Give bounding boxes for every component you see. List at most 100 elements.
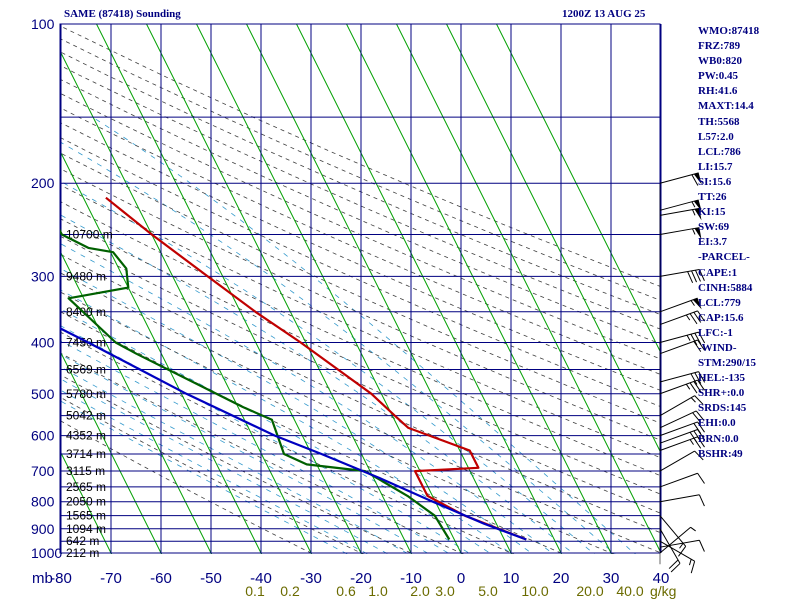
- sounding-index-entry: TH:5568: [698, 115, 740, 128]
- sounding-index-entry: -WIND-: [698, 341, 737, 354]
- temperature-tick-label: 20: [553, 570, 570, 587]
- mixing-ratio-tick-label: 0.1: [245, 583, 265, 599]
- temperature-tick-label: -10: [400, 570, 422, 587]
- pressure-label: 500: [31, 386, 55, 402]
- sounding-index-entry: SI:15.6: [698, 175, 732, 188]
- wind-barb: [659, 450, 704, 472]
- dry-adiabat-line: [60, 218, 660, 495]
- height-label: 10700 m: [66, 228, 113, 242]
- wind-barb: [659, 539, 705, 552]
- height-label: 3714 m: [66, 447, 106, 461]
- dry-adiabat-line: [60, 25, 660, 287]
- moist-adiabat-line: [92, 116, 636, 554]
- wind-barb: [659, 436, 705, 451]
- temperature-tick-label: -60: [150, 570, 172, 587]
- mixing-ratio-unit-label: g/kg: [650, 583, 676, 599]
- dry-adiabat-line: [60, 235, 660, 514]
- sounding-index-entry: CAPE:1: [698, 266, 738, 279]
- height-label: 1094 m: [66, 522, 106, 536]
- sounding-index-entry: HEL:-135: [698, 372, 746, 385]
- mixing-ratio-tick-label: 2.0: [410, 583, 430, 599]
- sounding-index-entry: LFC:-1: [698, 326, 733, 339]
- parcel-trace: [60, 326, 527, 541]
- mixing-ratio-tick-label: 1.0: [368, 583, 388, 599]
- dry-adiabat-line: [60, 51, 660, 315]
- sounding-index-entry: TT:26: [698, 191, 727, 204]
- isotherm-line: [60, 249, 213, 554]
- pressure-label: 200: [31, 175, 55, 191]
- sounding-index-entry: -PARCEL-: [698, 251, 750, 264]
- dry-adiabat-line: [60, 291, 615, 554]
- moist-adiabat-line: [60, 366, 410, 554]
- pressure-label: 1000: [31, 545, 62, 561]
- temperature-tick-label: 10: [503, 570, 520, 587]
- height-label: 1565 m: [66, 509, 106, 523]
- dry-adiabat-line: [60, 352, 465, 554]
- temperature-tick-label: -20: [350, 570, 372, 587]
- dry-adiabats: [60, 25, 660, 554]
- sounding-index-entry: LI:15.7: [698, 160, 733, 173]
- wind-barbs: [659, 172, 706, 574]
- height-label: 642 m: [66, 534, 99, 548]
- sounding-index-entry: STM:290/15: [698, 357, 757, 370]
- temperature-trace: [105, 196, 527, 541]
- height-label: 2565 m: [66, 480, 106, 494]
- dry-adiabat-line: [60, 152, 660, 424]
- sounding-index-entry: SRDS:145: [698, 402, 747, 415]
- dry-adiabat-line: [60, 184, 660, 458]
- sounding-index-entry: CAP:15.6: [698, 311, 744, 324]
- isotherms: [60, 24, 660, 554]
- temperature-tick-label: 0: [457, 570, 465, 587]
- wind-barb: [659, 339, 705, 355]
- height-label: 2050 m: [66, 495, 106, 509]
- dry-adiabat-line: [60, 168, 660, 441]
- wind-barb: [659, 199, 702, 212]
- temperature-tick-label: 30: [603, 570, 620, 587]
- mixing-ratio-tick-label: 0.2: [280, 583, 300, 599]
- isotherm-line: [60, 549, 63, 554]
- pressure-labels: 100 200 300 400 500 600 700 800 900 1000: [31, 16, 62, 561]
- dry-adiabat-line: [60, 396, 364, 554]
- sounding-index-entry: L57:2.0: [698, 130, 734, 143]
- sounding-index-entry: BSHR:49: [698, 447, 743, 460]
- temperature-tick-label: 40: [653, 570, 670, 587]
- wind-barb: [659, 395, 704, 417]
- temperature-tick-label: -50: [200, 570, 222, 587]
- wind-barb: [659, 528, 681, 573]
- sounding-index-entry: PW:0.45: [698, 70, 739, 83]
- isotherm-line: [196, 24, 463, 554]
- wind-barb: [659, 515, 687, 557]
- dry-adiabat-line: [60, 38, 660, 301]
- temperature-tick-label: -30: [300, 570, 322, 587]
- isotherm-line: [60, 349, 163, 554]
- mixing-ratio-tick-label: 5.0: [478, 583, 498, 599]
- wind-barb: [659, 207, 702, 221]
- pressure-grid: [59, 23, 662, 554]
- sounding-index-entry: CINH:5884: [698, 281, 753, 294]
- pressure-label: 800: [31, 494, 55, 510]
- height-label: 5042 m: [66, 409, 106, 423]
- dry-adiabat-line: [60, 331, 515, 554]
- pressure-label: 400: [31, 334, 55, 350]
- isotherm-line: [60, 449, 113, 554]
- temperature-tick-label: -80: [50, 570, 72, 587]
- sounding-index-entry: EI:3.7: [698, 236, 728, 249]
- sounding-index-entry: MAXT:14.4: [698, 100, 754, 113]
- wind-barb: [659, 172, 702, 186]
- dry-adiabat-line: [60, 136, 660, 407]
- isotherm-line: [346, 24, 613, 554]
- dry-adiabat-line: [60, 121, 660, 391]
- mixing-ratio-tick-label: 20.0: [576, 583, 603, 599]
- height-label: 8400 m: [66, 305, 106, 319]
- dry-adiabat-line: [60, 64, 660, 330]
- sounding-index-entry: SHR+:0.0: [698, 387, 745, 400]
- isotherm-line: [60, 149, 263, 554]
- sounding-title: SAME (87418) Sounding: [64, 8, 181, 20]
- sounding-index-entry: KI:15: [698, 206, 726, 219]
- dry-adiabat-line: [60, 92, 660, 360]
- moist-adiabat-line: [60, 141, 616, 554]
- dry-adiabat-line: [60, 200, 660, 476]
- sounding-index-entry: LCL:786: [698, 145, 741, 158]
- isotherm-line: [496, 24, 660, 353]
